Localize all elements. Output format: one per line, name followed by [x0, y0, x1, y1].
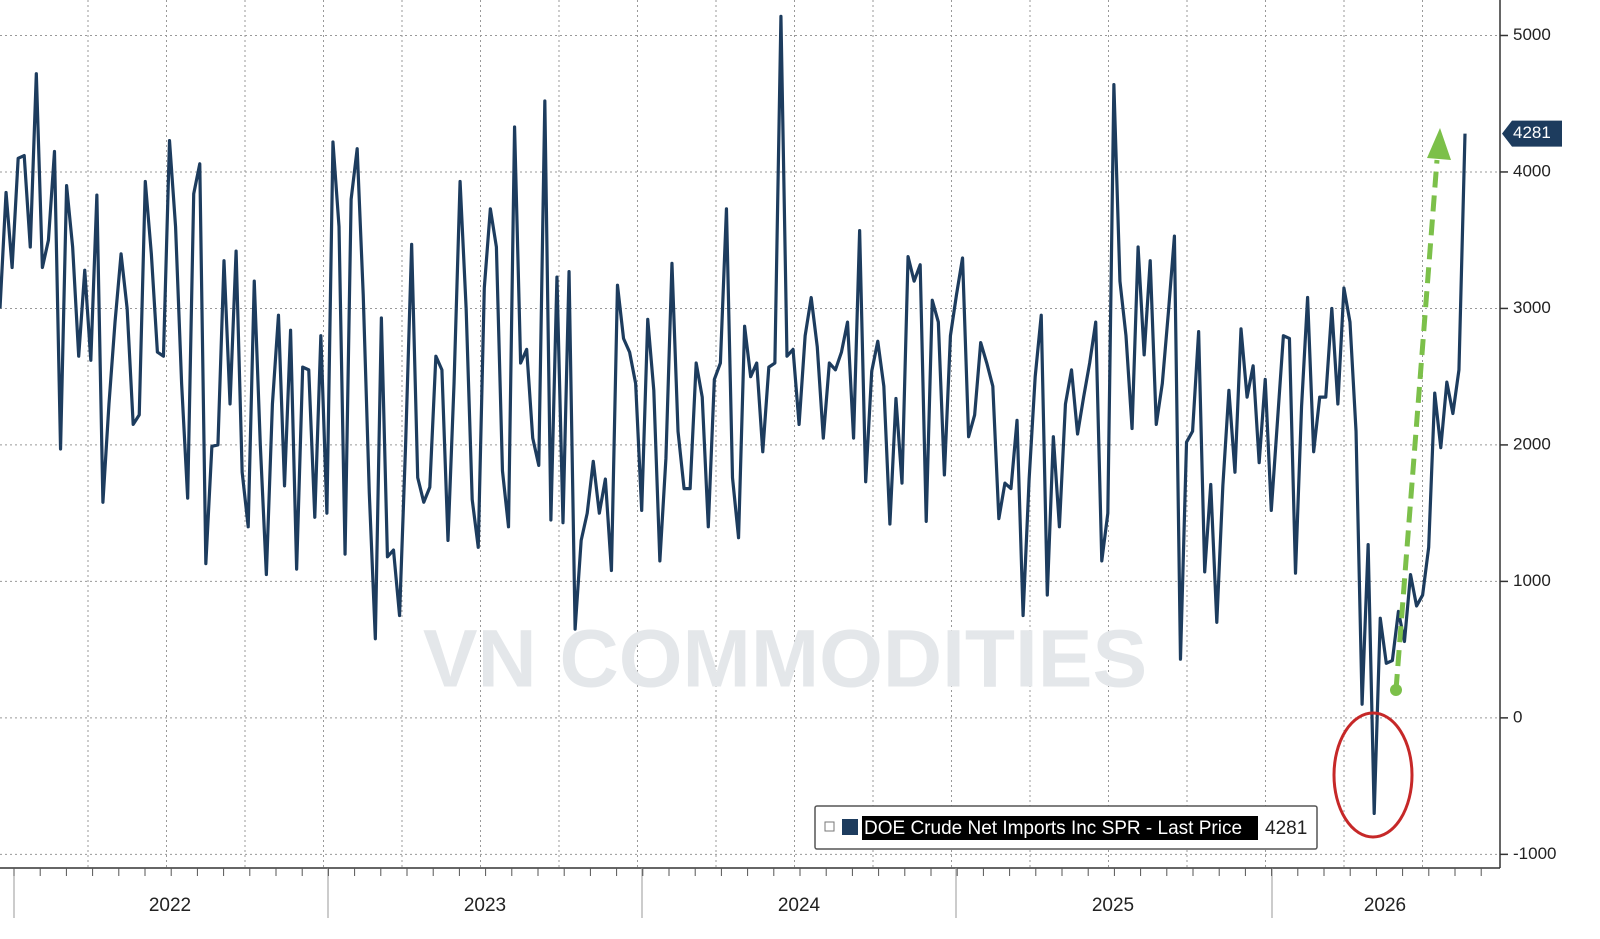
legend-highlight	[862, 816, 1258, 840]
x-tick-label: 2026	[1364, 895, 1406, 916]
x-tick-label: 2023	[464, 895, 506, 916]
y-tick-label: -1000	[1513, 844, 1556, 863]
y-tick-label: 1000	[1513, 571, 1551, 590]
last-price-tag	[1502, 120, 1562, 147]
arrow-head	[1427, 128, 1451, 160]
watermark: VN COMMODITIES	[423, 614, 1147, 705]
legend: DOE Crude Net Imports Inc SPR - Last Pri…	[814, 805, 1318, 850]
legend-label: DOE Crude Net Imports Inc SPR - Last Pri…	[864, 818, 1242, 839]
arrow-tail	[1390, 684, 1402, 696]
trend-arrow	[1393, 159, 1440, 691]
highlight-ellipse	[1332, 711, 1414, 839]
series-line	[0, 14, 1467, 816]
x-tick-label: 2022	[149, 895, 191, 916]
y-tick-label: 0	[1513, 707, 1522, 726]
y-tick-label: 5000	[1513, 25, 1551, 44]
legend-swatch	[842, 819, 858, 835]
y-tick-label: 4000	[1513, 161, 1551, 180]
last-price-label: 4281	[1513, 123, 1551, 142]
x-tick-label: 2025	[1092, 895, 1134, 916]
legend-toggle[interactable]	[824, 821, 835, 832]
plot	[0, 14, 1467, 816]
legend-value: 4281	[1265, 818, 1307, 839]
x-tick-label: 2024	[778, 895, 821, 916]
y-tick-label: 2000	[1513, 434, 1551, 453]
y-tick-label: 3000	[1513, 298, 1551, 317]
